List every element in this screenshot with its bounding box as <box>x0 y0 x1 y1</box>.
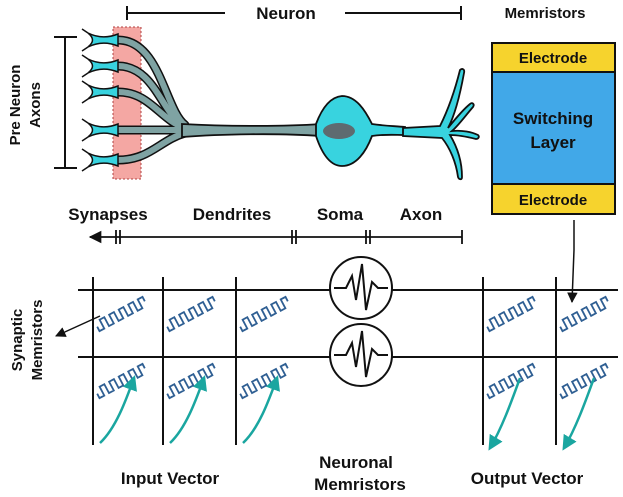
memristors-label: Memristors <box>505 5 586 22</box>
neuron-bracket <box>126 6 462 20</box>
synaptic-memristor <box>559 362 609 400</box>
synaptic-memristor <box>166 362 216 400</box>
bottom-electrode-label: Electrode <box>519 192 587 209</box>
axon-label: Axon <box>400 205 443 224</box>
current-arrows <box>99 375 596 451</box>
memristor-stack: Electrode Switching Layer Electrode <box>491 42 616 215</box>
synaptic-memristor <box>96 362 146 400</box>
synaptic-memristor <box>486 295 536 333</box>
oscillator-icon <box>334 330 388 378</box>
output-vector-label: Output Vector <box>471 469 584 488</box>
synaptic-memristor <box>239 362 289 400</box>
switching-layer-line2: Layer <box>530 133 576 152</box>
crossbar-wires <box>78 277 618 445</box>
neuronal-memristors-line1: Neuronal <box>319 453 393 472</box>
dendrites-label: Dendrites <box>193 205 271 224</box>
switching-layer-line1: Switching <box>513 109 593 128</box>
top-electrode <box>491 42 616 73</box>
section-dimension-line <box>88 230 463 244</box>
bottom-electrode <box>491 183 616 215</box>
top-electrode-label: Electrode <box>519 50 587 67</box>
neuronal-memristors-line2: Memristors <box>314 475 406 494</box>
stack-to-crossbar-arrow <box>567 220 578 304</box>
synaptic-memristors-line2: Memristors <box>29 300 46 381</box>
dendrite-trunk <box>181 123 321 138</box>
soma-label: Soma <box>317 205 364 224</box>
nucleus <box>323 123 355 139</box>
dendrite-branches-fill <box>115 37 188 163</box>
switching-layer <box>491 71 616 185</box>
synaptic-memristors-line1: Synaptic <box>9 309 26 372</box>
synaptic-pointer-arrow <box>55 315 101 337</box>
pre-neuron-axons-bracket <box>54 36 77 169</box>
oscillator-icon <box>334 263 388 311</box>
input-vector-label: Input Vector <box>121 469 220 488</box>
synaptic-memristors-label: Synaptic Memristors <box>9 300 46 381</box>
pre-neuron-axons-line2: Axons <box>27 82 44 128</box>
presynaptic-terminals <box>81 28 119 172</box>
synaptic-memristor <box>486 362 536 400</box>
neuronal-memristor-1 <box>329 256 393 320</box>
pre-neuron-axons-line1: Pre Neuron <box>7 65 24 146</box>
synapses-label: Synapses <box>68 205 147 224</box>
synaptic-memristor <box>96 295 146 333</box>
neuronal-memristor-2 <box>329 323 393 387</box>
axon <box>402 68 480 181</box>
synaptic-memristor <box>239 295 289 333</box>
synaptic-memristor <box>166 295 216 333</box>
synaptic-memristor <box>559 295 609 333</box>
pre-neuron-axons-label: Pre Neuron Axons <box>7 65 44 146</box>
synaptic-memristors <box>96 295 609 400</box>
neuron-label: Neuron <box>256 4 316 23</box>
